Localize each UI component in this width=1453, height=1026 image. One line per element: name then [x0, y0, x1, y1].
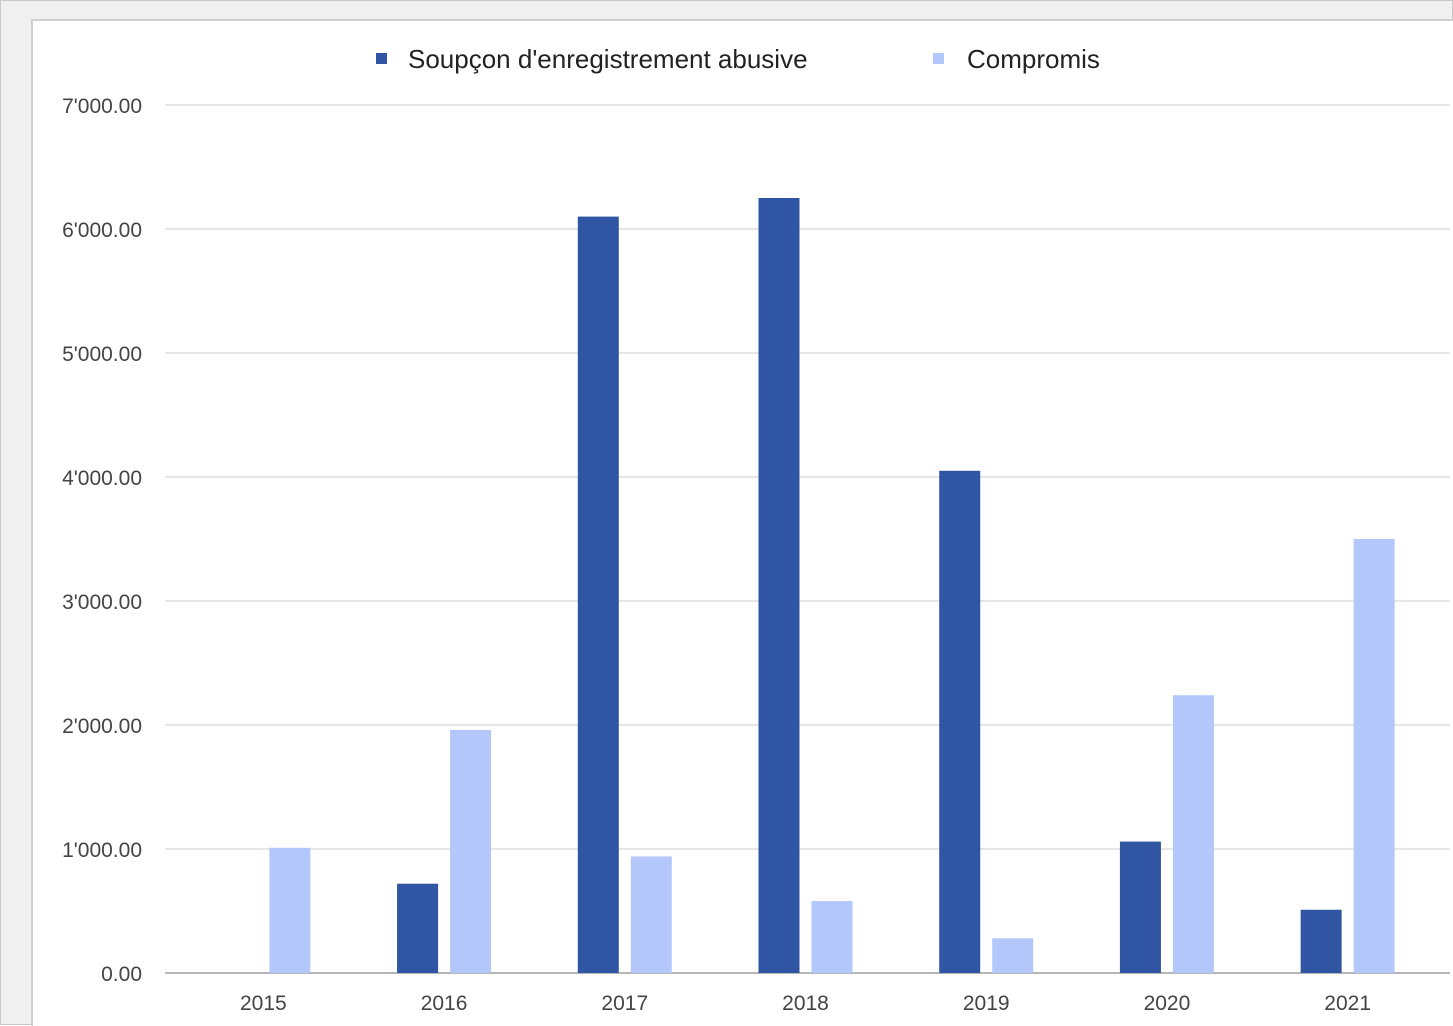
y-tick-label: 3'000.00 [62, 591, 142, 614]
legend-label-series-2: Compromis [967, 44, 1100, 74]
bar-series-2 [992, 938, 1034, 973]
bar-series-1 [577, 216, 619, 974]
y-tick-label: 6'000.00 [62, 219, 142, 242]
x-tick-label: 2016 [421, 992, 468, 1015]
bar-series-2 [630, 856, 672, 973]
chart-panel [31, 19, 1453, 1026]
legend: Soupçon d'enregistrement abusive Comprom… [376, 44, 1100, 74]
y-tick-label: 0.00 [101, 963, 142, 986]
bar-series-2 [269, 847, 311, 973]
y-tick-label: 1'000.00 [62, 839, 142, 862]
bar-series-1 [939, 470, 981, 973]
x-tick-label: 2021 [1324, 992, 1371, 1015]
bar-series-1 [1300, 909, 1342, 973]
bar-series-2 [1172, 695, 1214, 973]
bar-series-2 [811, 901, 853, 973]
y-axis-ticks: 0.00 1'000.00 2'000.00 3'000.00 4'000.00 5'00… [62, 95, 142, 986]
x-axis-ticks: 2015 2016 2017 2018 2019 2020 2021 [240, 992, 1371, 1015]
bar-series-1 [1119, 841, 1161, 973]
y-tick-label: 7'000.00 [62, 95, 142, 118]
legend-label-series-1: Soupçon d'enregistrement abusive [408, 44, 808, 74]
legend-swatch-series-1 [376, 53, 387, 64]
bar-series-1 [758, 198, 800, 973]
bar-series-1 [397, 883, 439, 973]
x-tick-label: 2017 [601, 992, 648, 1015]
x-tick-label: 2020 [1144, 992, 1191, 1015]
y-tick-label: 5'000.00 [62, 343, 142, 366]
legend-swatch-series-2 [933, 53, 944, 64]
bar-series-2 [1353, 539, 1395, 973]
x-tick-label: 2018 [782, 992, 829, 1015]
bars [269, 198, 1395, 974]
x-tick-label: 2015 [240, 992, 287, 1015]
y-tick-label: 2'000.00 [62, 715, 142, 738]
gridlines [165, 104, 1450, 974]
x-tick-label: 2019 [963, 992, 1010, 1015]
y-tick-label: 4'000.00 [62, 467, 142, 490]
bar-series-2 [450, 729, 492, 973]
